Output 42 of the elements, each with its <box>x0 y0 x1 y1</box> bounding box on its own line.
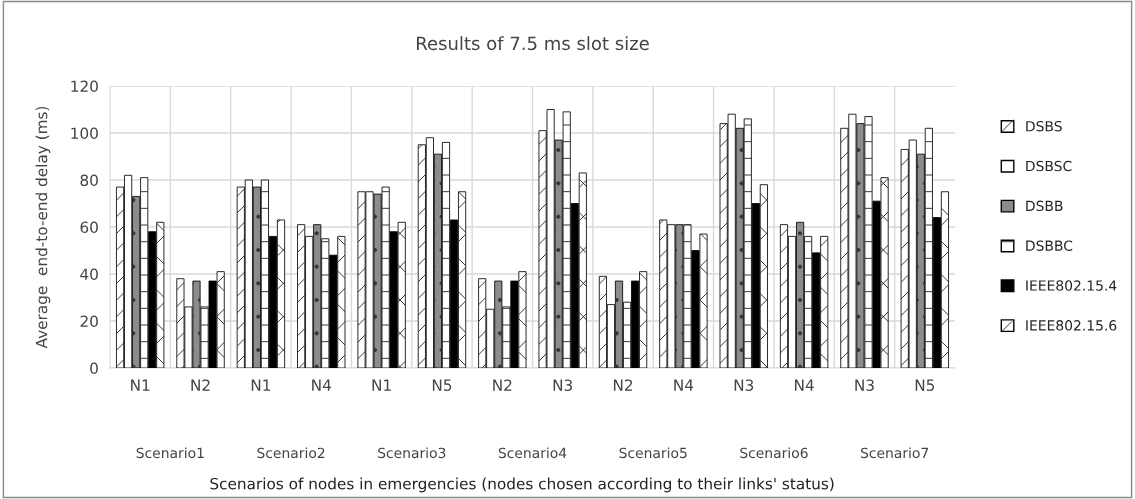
text: Scenario1 <box>136 447 204 459</box>
text: Scenario4 <box>498 447 567 459</box>
x-tick-label: N1 <box>372 379 391 391</box>
text: Scenarios of nodes in emergencies (nodes chosen according to their links' status) <box>210 477 834 493</box>
legend-label: IEEE802.15.6 <box>1026 320 1117 331</box>
y-tick-label: 0 <box>90 362 98 375</box>
x-tick-label: N5 <box>915 379 935 391</box>
legend-label: DSBBC <box>1026 240 1073 251</box>
bar <box>908 139 917 368</box>
legend-label: DSBB <box>1026 200 1063 212</box>
y-tick-label: 60 <box>80 221 98 234</box>
y-tick-label: 40 <box>80 268 98 281</box>
x-tick-label: N3 <box>734 379 754 391</box>
x-tick-label: N4 <box>795 379 814 391</box>
y-tick-label: 80 <box>80 174 98 187</box>
text: Scenario5 <box>619 447 687 459</box>
legend-label: IEEE802.15.4 <box>1026 280 1117 291</box>
x-tick-label: N2 <box>613 379 633 391</box>
chart-title: Results of 7.5 ms slot size <box>417 36 649 51</box>
x-tick-label: N4 <box>312 379 331 391</box>
legend-label: DSBSC <box>1026 160 1072 172</box>
x-tick-label: N2 <box>493 379 512 391</box>
x-tick-label: N3 <box>855 379 874 391</box>
y-tick-label: 120 <box>71 80 98 93</box>
y-tick-label: 100 <box>71 127 98 140</box>
x-tick-label: N5 <box>432 379 452 391</box>
bar <box>268 235 278 368</box>
x-tick-label: N4 <box>674 379 694 391</box>
text: Scenario2 <box>257 447 325 459</box>
bar <box>606 304 616 368</box>
x-tick-label: N3 <box>553 379 573 391</box>
text: Scenario3 <box>378 447 446 459</box>
bar <box>787 235 797 368</box>
x-tick-label: N2 <box>191 379 210 391</box>
text: Scenario6 <box>740 447 808 459</box>
y-axis-title: Average end-to-end delay (ms) <box>35 106 51 349</box>
legend-label: DSBS <box>1026 120 1062 132</box>
text: Scenario7 <box>860 447 929 459</box>
x-tick-label: N1 <box>131 379 150 391</box>
x-tick-label: N1 <box>251 379 271 391</box>
bar <box>449 219 459 368</box>
y-tick-label: 20 <box>80 315 98 328</box>
